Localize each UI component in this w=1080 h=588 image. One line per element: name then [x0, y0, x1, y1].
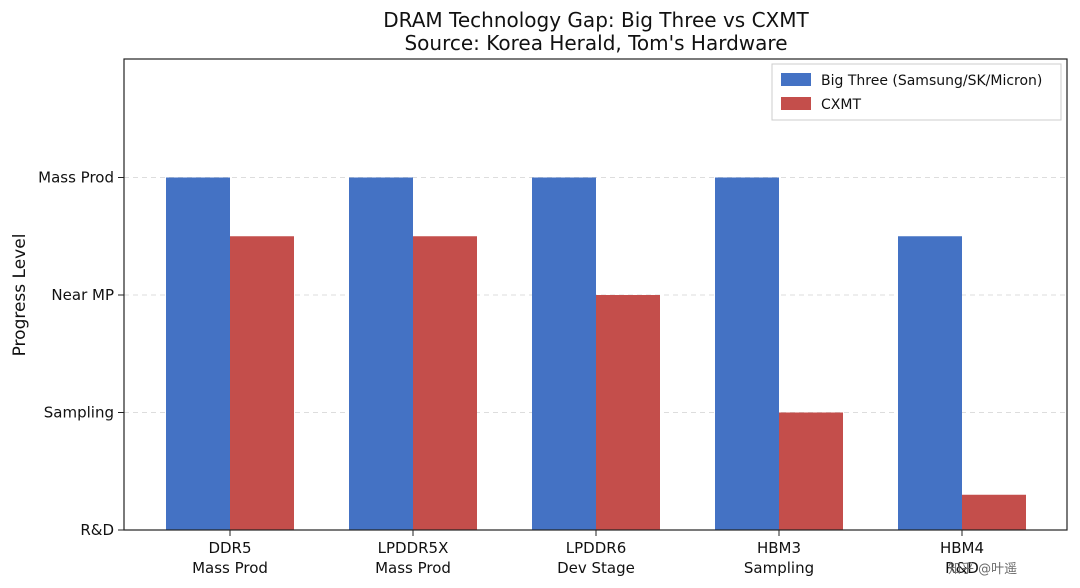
y-axis-label: Progress Level	[10, 234, 30, 357]
x-tick-label: LPDDR5X	[378, 539, 449, 557]
legend-label-cxmt: CXMT	[821, 97, 861, 113]
x-tick-sublabel: Dev Stage	[557, 559, 635, 577]
x-tick-label: DDR5	[208, 539, 251, 557]
bar-big-three-0	[166, 177, 230, 530]
bar-cxmt-4	[962, 494, 1026, 530]
x-tick-label: LPDDR6	[566, 539, 626, 557]
y-tick-label: R&D	[80, 521, 114, 539]
legend-box	[771, 63, 1062, 121]
bars	[166, 177, 1026, 530]
bar-big-three-1	[349, 177, 413, 530]
x-tick-label: HBM4	[940, 539, 984, 557]
x-tick-label: HBM3	[757, 539, 801, 557]
chart-title: DRAM Technology Gap: Big Three vs CXMT	[383, 8, 809, 32]
legend-swatch-big-three	[781, 73, 811, 86]
x-tick-sublabel: Sampling	[744, 559, 814, 577]
bar-big-three-3	[715, 177, 779, 530]
chart-subtitle: Source: Korea Herald, Tom's Hardware	[404, 31, 787, 55]
y-tick-label: Near MP	[51, 286, 114, 304]
bar-cxmt-1	[413, 236, 477, 530]
y-ticks: R&D Sampling Near MP Mass Prod	[38, 169, 124, 539]
bar-cxmt-0	[230, 236, 294, 530]
x-tick-sublabel: R&D	[945, 559, 979, 577]
legend-label-big-three: Big Three (Samsung/SK/Micron)	[821, 73, 1042, 89]
bar-big-three-2	[532, 177, 596, 530]
watermark: 知乎 @叶遥	[948, 562, 1018, 577]
bar-big-three-4	[898, 236, 962, 530]
x-tick-sublabel: Mass Prod	[375, 559, 451, 577]
y-tick-label: Mass Prod	[38, 169, 114, 187]
legend-swatch-cxmt	[781, 97, 811, 110]
x-tick-sublabel: Mass Prod	[192, 559, 268, 577]
legend: Big Three (Samsung/SK/Micron) CXMT	[771, 63, 1062, 121]
y-tick-label: Sampling	[44, 404, 114, 422]
bar-cxmt-3	[779, 412, 843, 530]
bar-cxmt-2	[596, 295, 660, 530]
x-ticks: DDR5 Mass Prod LPDDR5X Mass Prod LPDDR6 Dev S…	[192, 530, 984, 577]
